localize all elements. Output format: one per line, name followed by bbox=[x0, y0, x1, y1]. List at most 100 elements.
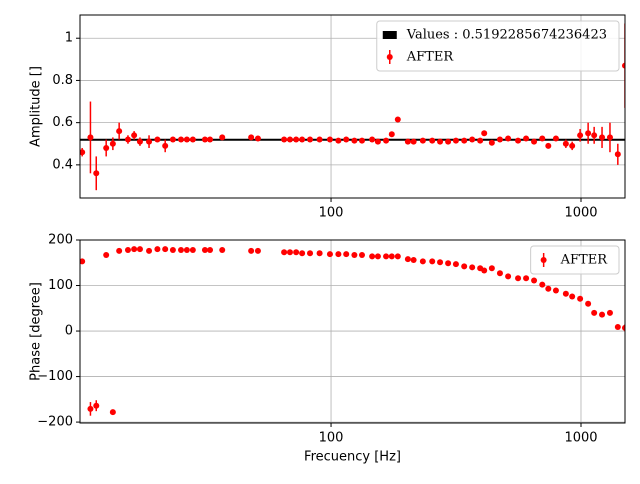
data-point bbox=[562, 140, 569, 147]
data-point bbox=[124, 136, 131, 143]
data-point bbox=[429, 137, 436, 144]
data-point bbox=[201, 136, 208, 143]
legend-frame bbox=[530, 245, 620, 275]
axes-frame bbox=[79, 239, 626, 424]
data-point bbox=[248, 134, 255, 141]
data-point bbox=[154, 136, 161, 143]
data-point bbox=[183, 136, 190, 143]
data-point bbox=[93, 170, 100, 177]
y-tick-label: 0.4 bbox=[52, 157, 73, 172]
data-point bbox=[162, 142, 169, 149]
data-point bbox=[116, 247, 123, 254]
y-tick-label: 200 bbox=[48, 233, 73, 248]
legend-label: AFTER bbox=[406, 50, 455, 65]
data-point bbox=[404, 138, 411, 145]
y-tick-label: 0.8 bbox=[52, 73, 73, 88]
data-point bbox=[87, 405, 94, 412]
data-point bbox=[606, 134, 613, 141]
legend: Values : 0.5192285674236423 AFTER bbox=[376, 20, 620, 72]
data-point bbox=[577, 132, 584, 139]
data-point bbox=[461, 137, 468, 144]
data-point bbox=[552, 287, 559, 294]
data-point bbox=[307, 250, 314, 257]
data-point bbox=[307, 136, 314, 143]
data-point bbox=[515, 137, 522, 144]
data-point bbox=[539, 135, 546, 142]
data-point bbox=[562, 290, 569, 297]
data-point bbox=[505, 273, 512, 280]
data-point bbox=[146, 247, 153, 254]
legend-label: Values : 0.5192285674236423 bbox=[406, 28, 607, 43]
data-point bbox=[410, 257, 417, 264]
data-point bbox=[131, 132, 138, 139]
data-point bbox=[531, 138, 538, 145]
data-point bbox=[286, 136, 293, 143]
data-point bbox=[154, 246, 161, 253]
data-point bbox=[219, 247, 226, 254]
data-point bbox=[219, 134, 226, 141]
data-point bbox=[445, 260, 452, 267]
data-point bbox=[316, 250, 323, 257]
data-point bbox=[477, 137, 484, 144]
y-axis-label: Phase [degree] bbox=[29, 282, 44, 381]
data-point bbox=[293, 249, 300, 256]
data-point bbox=[496, 270, 503, 277]
data-point bbox=[124, 247, 131, 254]
data-point bbox=[523, 135, 530, 142]
data-point bbox=[136, 246, 143, 253]
data-point bbox=[207, 247, 214, 254]
data-point bbox=[599, 134, 606, 141]
legend-frame bbox=[376, 20, 620, 72]
y-tick-label: −100 bbox=[37, 369, 73, 384]
data-point bbox=[369, 136, 376, 143]
data-point bbox=[93, 402, 100, 409]
data-point bbox=[569, 293, 576, 300]
data-point bbox=[189, 136, 196, 143]
data-point bbox=[343, 136, 350, 143]
data-point bbox=[177, 247, 184, 254]
data-point bbox=[162, 246, 169, 253]
data-point bbox=[545, 285, 552, 292]
data-point bbox=[335, 137, 342, 144]
data-point bbox=[358, 137, 365, 144]
data-point bbox=[343, 251, 350, 258]
y-tick-label: 1 bbox=[65, 31, 73, 46]
data-point bbox=[622, 324, 625, 331]
data-point bbox=[591, 132, 598, 139]
x-tick-label: 1000 bbox=[564, 206, 597, 221]
data-point bbox=[286, 249, 293, 256]
data-point bbox=[146, 138, 153, 145]
data-point bbox=[335, 251, 342, 258]
data-point bbox=[523, 275, 530, 282]
data-point bbox=[299, 136, 306, 143]
data-point bbox=[177, 136, 184, 143]
data-point bbox=[552, 135, 559, 142]
axes-frame bbox=[79, 14, 626, 199]
data-point bbox=[410, 138, 417, 145]
data-point bbox=[545, 142, 552, 149]
data-point bbox=[87, 134, 94, 141]
data-point bbox=[591, 309, 598, 316]
data-point bbox=[569, 142, 576, 149]
data-point bbox=[103, 144, 110, 151]
data-point bbox=[326, 136, 333, 143]
data-point bbox=[437, 138, 444, 145]
data-point bbox=[207, 136, 214, 143]
data-point bbox=[577, 295, 584, 302]
data-point bbox=[515, 275, 522, 282]
data-point bbox=[531, 277, 538, 284]
data-point bbox=[394, 253, 401, 260]
data-point bbox=[351, 252, 358, 259]
data-point bbox=[622, 62, 625, 69]
data-point bbox=[445, 138, 452, 145]
data-point bbox=[496, 136, 503, 143]
data-point bbox=[254, 247, 261, 254]
data-point bbox=[585, 300, 592, 307]
x-axis-label: Frecuency [Hz] bbox=[304, 450, 401, 465]
data-point bbox=[481, 130, 488, 137]
data-point bbox=[169, 136, 176, 143]
data-point bbox=[281, 136, 288, 143]
data-point bbox=[614, 151, 621, 158]
data-point bbox=[351, 137, 358, 144]
